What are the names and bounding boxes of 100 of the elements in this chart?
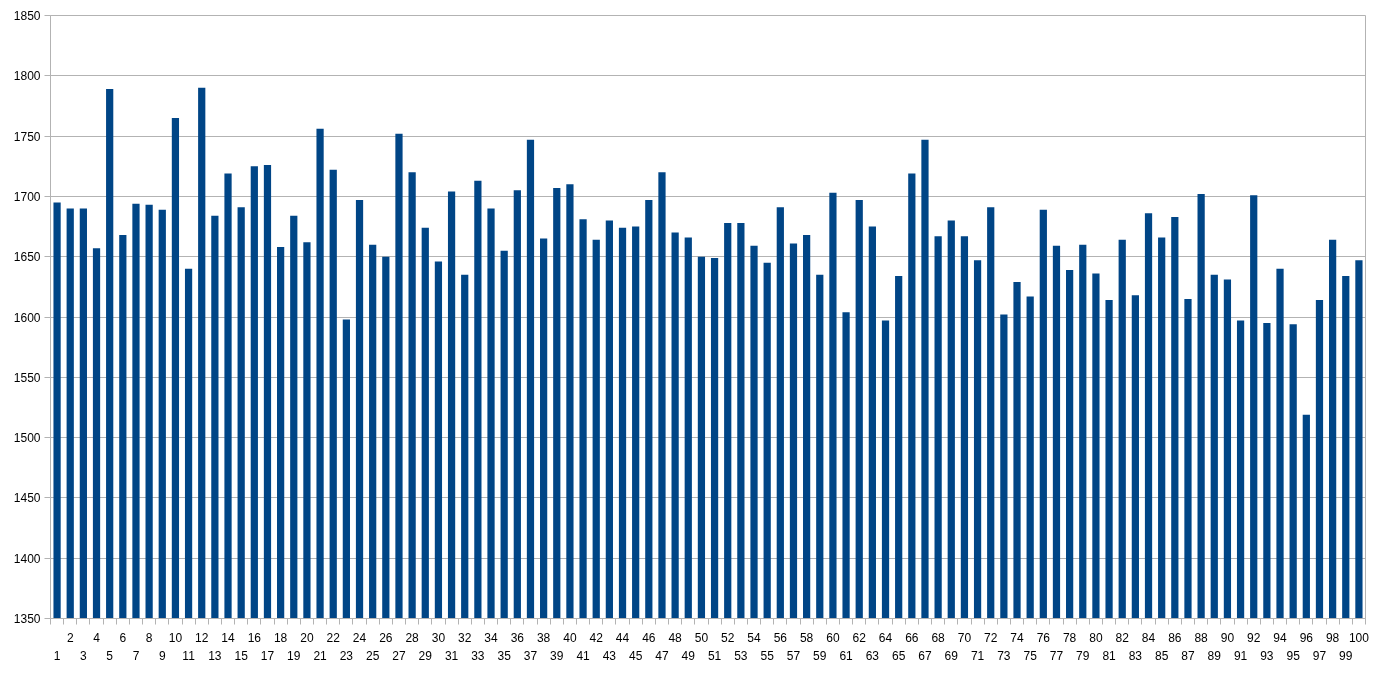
x-tick-label: 38 bbox=[536, 630, 551, 645]
x-tick-label: 28 bbox=[405, 630, 420, 645]
y-tick-label: 1850 bbox=[13, 9, 41, 23]
x-tick-label: 1 bbox=[53, 648, 61, 663]
x-tick-label: 39 bbox=[550, 648, 564, 663]
y-tick-label: 1650 bbox=[13, 250, 41, 265]
x-tick-label: 60 bbox=[826, 630, 840, 645]
x-tick-label: 44 bbox=[615, 630, 630, 645]
x-tick-label: 11 bbox=[182, 648, 196, 663]
x-tick-label: 23 bbox=[339, 648, 354, 663]
x-tick-label: 87 bbox=[1181, 648, 1195, 663]
x-tick-label: 68 bbox=[931, 630, 946, 645]
x-tick-label: 52 bbox=[721, 630, 735, 645]
y-tick-label: 1750 bbox=[13, 129, 41, 144]
x-tick-label: 14 bbox=[221, 630, 236, 645]
x-tick-label: 30 bbox=[431, 630, 446, 645]
x-tick-label: 29 bbox=[418, 648, 433, 663]
x-tick-label: 6 bbox=[119, 630, 127, 645]
x-tick-label: 89 bbox=[1207, 648, 1222, 663]
x-tick-label: 36 bbox=[510, 630, 525, 645]
x-tick-label: 12 bbox=[195, 630, 209, 645]
x-tick-label: 46 bbox=[642, 630, 656, 645]
x-tick-label: 9 bbox=[158, 648, 166, 663]
x-tick-label: 98 bbox=[1325, 630, 1340, 645]
x-tick-label: 25 bbox=[366, 648, 380, 663]
x-tick-label: 79 bbox=[1076, 648, 1090, 663]
x-tick-label: 93 bbox=[1260, 648, 1274, 663]
x-tick-label: 70 bbox=[957, 630, 972, 645]
x-tick-label: 41 bbox=[576, 648, 591, 663]
y-tick-label: 1800 bbox=[13, 69, 41, 84]
x-tick-label: 85 bbox=[1155, 648, 1169, 663]
x-tick-label: 5 bbox=[106, 648, 114, 663]
x-tick-label: 62 bbox=[852, 630, 867, 645]
y-tick-label: 1350 bbox=[13, 612, 41, 626]
x-tick-label: 63 bbox=[865, 648, 880, 663]
x-tick-label: 80 bbox=[1089, 630, 1103, 645]
x-tick-label: 40 bbox=[563, 630, 577, 645]
x-tick-label: 72 bbox=[984, 630, 998, 645]
x-tick-label: 66 bbox=[905, 630, 919, 645]
y-tick-label: 1600 bbox=[13, 310, 41, 325]
x-tick-label: 50 bbox=[694, 630, 709, 645]
x-tick-label: 57 bbox=[786, 648, 801, 663]
x-tick-label: 35 bbox=[497, 648, 512, 663]
x-tick-label: 56 bbox=[773, 630, 788, 645]
x-tick-label: 2 bbox=[66, 630, 74, 645]
y-tick-label: 1550 bbox=[13, 370, 41, 385]
x-tick-label: 76 bbox=[1036, 630, 1051, 645]
y-tick-label: 1450 bbox=[13, 491, 41, 506]
x-tick-label: 32 bbox=[458, 630, 472, 645]
x-tick-label: 15 bbox=[234, 648, 249, 663]
y-tick-label: 1500 bbox=[13, 431, 41, 446]
x-tick-label: 77 bbox=[1049, 648, 1064, 663]
x-tick-label: 31 bbox=[444, 648, 459, 663]
x-tick-label: 16 bbox=[247, 630, 262, 645]
x-tick-label: 26 bbox=[379, 630, 393, 645]
x-tick-label: 3 bbox=[80, 648, 88, 663]
x-tick-label: 22 bbox=[326, 630, 341, 645]
x-tick-label: 18 bbox=[273, 630, 288, 645]
y-tick-label: 1700 bbox=[13, 189, 41, 204]
x-tick-label: 19 bbox=[287, 648, 301, 663]
x-tick-label: 21 bbox=[313, 648, 328, 663]
x-tick-label: 64 bbox=[878, 630, 893, 645]
x-tick-label: 4 bbox=[93, 630, 101, 645]
x-tick-label: 61 bbox=[839, 648, 854, 663]
x-tick-label: 51 bbox=[707, 648, 722, 663]
x-tick-label: 75 bbox=[1023, 648, 1038, 663]
x-tick-label: 58 bbox=[799, 630, 814, 645]
x-tick-label: 86 bbox=[1168, 630, 1182, 645]
x-tick-label: 84 bbox=[1141, 630, 1156, 645]
x-tick-label: 13 bbox=[208, 648, 222, 663]
x-tick-label: 53 bbox=[734, 648, 748, 663]
x-tick-label: 88 bbox=[1194, 630, 1209, 645]
x-tick-label: 71 bbox=[970, 648, 985, 663]
x-tick-label: 73 bbox=[997, 648, 1011, 663]
x-tick-label: 54 bbox=[747, 630, 762, 645]
x-tick-label: 65 bbox=[892, 648, 906, 663]
x-tick-label: 59 bbox=[813, 648, 827, 663]
x-tick-label: 45 bbox=[629, 648, 643, 663]
x-tick-label: 24 bbox=[352, 630, 367, 645]
x-tick-label: 49 bbox=[681, 648, 696, 663]
x-tick-label: 99 bbox=[1339, 648, 1353, 663]
x-tick-label: 94 bbox=[1273, 630, 1288, 645]
x-tick-label: 78 bbox=[1062, 630, 1077, 645]
x-tick-label: 42 bbox=[589, 630, 604, 645]
x-tick-label: 47 bbox=[655, 648, 669, 663]
x-tick-label: 96 bbox=[1299, 630, 1314, 645]
x-tick-label: 7 bbox=[132, 648, 140, 663]
x-tick-label: 69 bbox=[944, 648, 959, 663]
x-tick-label: 43 bbox=[602, 648, 617, 663]
x-tick-label: 8 bbox=[145, 630, 153, 645]
x-tick-label: 55 bbox=[760, 648, 775, 663]
x-tick-label: 100 bbox=[1348, 630, 1370, 645]
x-tick-label: 37 bbox=[523, 648, 538, 663]
x-tick-label: 82 bbox=[1115, 630, 1130, 645]
x-tick-label: 34 bbox=[484, 630, 499, 645]
x-tick-label: 83 bbox=[1128, 648, 1143, 663]
x-tick-label: 74 bbox=[1010, 630, 1025, 645]
x-tick-label: 97 bbox=[1312, 648, 1327, 663]
x-tick-label: 20 bbox=[300, 630, 314, 645]
x-tick-label: 95 bbox=[1286, 648, 1301, 663]
